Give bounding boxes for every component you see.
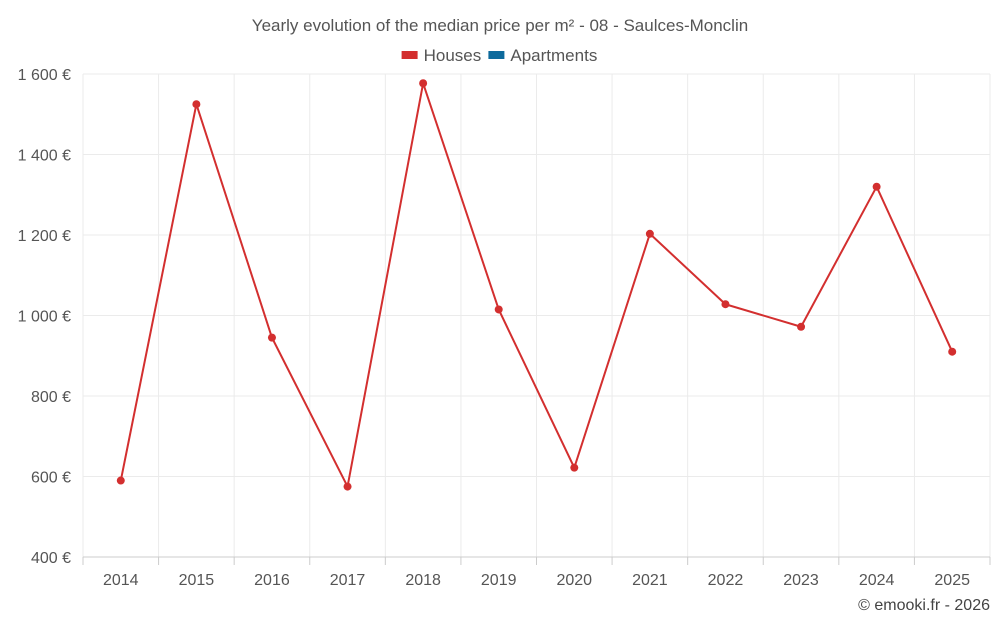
x-tick-label: 2018 <box>405 572 441 589</box>
x-tick-label: 2020 <box>556 572 592 589</box>
y-tick-label: 1 400 € <box>18 148 71 165</box>
data-point[interactable] <box>419 79 428 88</box>
legend-swatch <box>401 51 418 59</box>
data-point[interactable] <box>494 305 503 314</box>
x-tick-label: 2024 <box>859 572 895 589</box>
y-tick-label: 1 600 € <box>18 67 71 84</box>
series-layer <box>116 79 957 491</box>
legend: Houses Apartments <box>401 46 597 65</box>
data-point[interactable] <box>645 229 654 238</box>
x-tick-label: 2016 <box>254 572 290 589</box>
x-tick-label: 2025 <box>934 572 970 589</box>
legend-item-houses[interactable]: Houses <box>401 46 482 65</box>
x-tick-label: 2022 <box>708 572 744 589</box>
data-point[interactable] <box>721 300 730 309</box>
data-point[interactable] <box>948 347 957 356</box>
y-tick-label: 400 € <box>31 550 71 567</box>
legend-swatch <box>488 51 505 59</box>
data-point[interactable] <box>797 322 806 331</box>
legend-item-apartments[interactable]: Apartments <box>488 46 597 65</box>
y-tick-label: 600 € <box>31 470 71 487</box>
data-point[interactable] <box>192 100 201 109</box>
data-point[interactable] <box>872 182 881 191</box>
legend-label: Houses <box>424 46 482 65</box>
y-tick-label: 1 000 € <box>18 309 71 326</box>
x-tick-label: 2019 <box>481 572 517 589</box>
x-tick-label: 2014 <box>103 572 139 589</box>
credit-text: © emooki.fr - 2026 <box>858 597 990 614</box>
axes: 400 € 600 € 800 € 1 000 € 1 200 € 1 400 € 1 60… <box>18 67 991 589</box>
data-point[interactable] <box>570 463 579 472</box>
chart-title: Yearly evolution of the median price per… <box>252 16 748 35</box>
y-tick-label: 1 200 € <box>18 228 71 245</box>
x-tick-label: 2015 <box>179 572 215 589</box>
y-tick-label: 800 € <box>31 389 71 406</box>
data-point[interactable] <box>343 482 352 491</box>
legend-label: Apartments <box>510 46 597 65</box>
data-point[interactable] <box>267 333 276 342</box>
grid <box>82 73 991 557</box>
data-point[interactable] <box>116 476 125 485</box>
x-tick-label: 2021 <box>632 572 668 589</box>
x-tick-label: 2023 <box>783 572 819 589</box>
x-tick-label: 2017 <box>330 572 366 589</box>
series-line-houses <box>119 82 954 488</box>
